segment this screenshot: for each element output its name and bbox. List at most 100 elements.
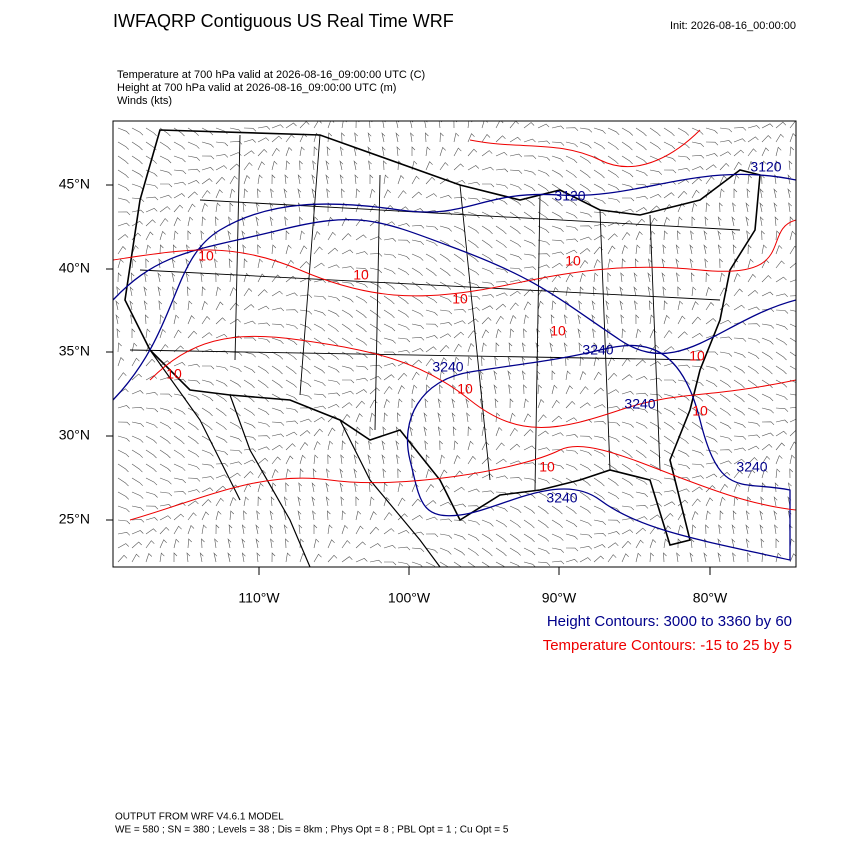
wind-barb [719,407,731,417]
wind-barb [495,458,507,465]
wind-barb [467,307,480,311]
wind-barb [187,407,200,416]
wind-barb [327,554,338,563]
wind-barb [201,538,205,549]
wind-barb [115,314,120,325]
wind-barb [383,309,395,319]
wind-barb [341,323,353,333]
height-legend: Height Contours: 3000 to 3360 by 60 [547,613,792,630]
wind-barb [409,426,414,437]
wind-barb [145,540,155,549]
wind-barb [382,426,387,437]
wind-barb [411,160,418,171]
wind-barb [789,393,796,396]
wind-barb [759,202,764,213]
wind-barb [523,211,535,221]
wind-barb [243,337,257,342]
wind-barb [453,253,465,263]
wind-barb [773,188,778,199]
wind-barb [733,258,739,269]
wind-barb [551,399,560,409]
wind-barb [509,328,515,339]
wind-barb [649,217,658,227]
wind-barb [439,253,451,263]
wind-barb [229,496,237,507]
wind-barb [690,538,695,549]
wind-barb [285,538,289,549]
wind-barb [439,469,448,479]
wind-barb [453,121,458,129]
wind-barb [285,337,298,346]
height-label: 3240 [432,359,463,375]
wind-barb [719,421,732,430]
wind-barb [705,141,719,146]
wind-barb [159,169,172,176]
wind-barb [257,482,264,493]
wind-barb [313,230,321,241]
wind-barb [341,540,351,549]
wind-barb [677,300,684,311]
wind-barb [719,319,732,325]
wind-barb [495,135,506,143]
wind-barb [467,426,472,437]
wind-barb [173,525,182,535]
wind-barb [523,462,537,466]
wind-barb [775,393,788,401]
wind-barb [213,230,218,241]
wind-barb [621,529,634,535]
wind-barb [509,239,522,248]
wind-barb [691,141,705,148]
wind-barb [369,412,376,423]
wind-barb [607,463,619,473]
wind-barb [242,202,247,213]
wind-barb [593,449,606,457]
wind-barb [425,468,432,479]
wind-barb [523,398,529,409]
wind-barb [509,183,522,191]
wind-barb [241,552,246,563]
wind-barb [521,370,526,381]
wind-barb [117,505,130,513]
wind-barb [229,421,242,430]
wind-barb [369,496,375,507]
wind-barb [342,379,355,384]
wind-barb [341,337,353,347]
wind-barb [760,496,765,507]
wind-barb [411,191,422,199]
wind-barb [537,491,550,500]
wind-barb [410,454,415,465]
wind-barb [117,463,129,473]
wind-barb [117,127,130,135]
wind-barb [116,286,121,297]
wind-barb [579,449,592,456]
wind-barb [747,457,758,465]
wind-barb [355,389,368,395]
wind-barb [565,169,577,179]
height-label: 3120 [554,188,585,204]
wind-barb [227,552,232,563]
wind-barb [215,407,227,417]
wind-barb [703,552,708,563]
wind-barb [467,533,480,542]
wind-barb [775,365,787,375]
wind-barb [773,510,778,521]
wind-barb [299,393,312,400]
wind-barb [243,421,256,429]
wind-barb [257,258,263,269]
wind-barb [789,295,796,297]
wind-barb [369,426,374,437]
wind-barb [677,379,691,385]
wind-barb [131,463,143,473]
wind-barb [689,552,694,563]
wind-barb [635,314,640,325]
wind-barb [747,323,761,327]
wind-barb [117,183,130,192]
wind-barb [187,141,200,149]
wind-barb [789,441,796,451]
wind-barb [271,244,277,255]
wind-barb [509,169,523,174]
wind-barb [481,294,495,298]
wind-barb [131,245,139,255]
wind-barb [187,300,193,311]
wind-barb [270,538,274,549]
